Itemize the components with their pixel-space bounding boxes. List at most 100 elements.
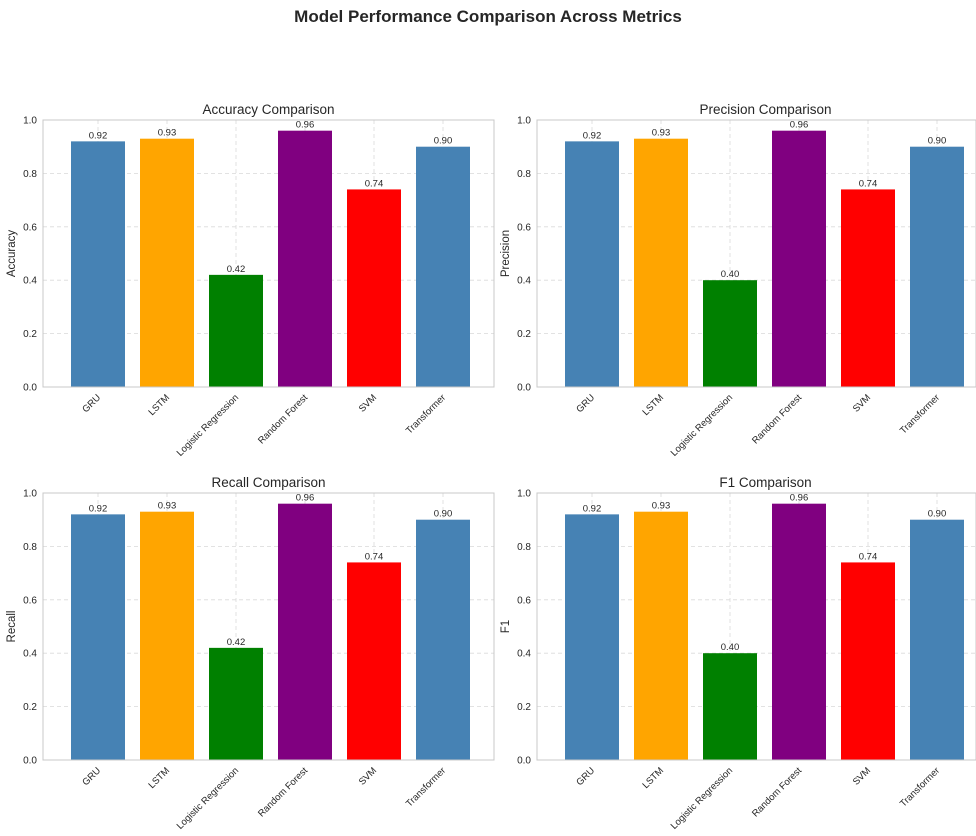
x-tick-label: Random Forest [750, 765, 804, 819]
x-tick-label: LSTM [146, 392, 172, 418]
bar [209, 647, 263, 760]
data-label: 0.92 [583, 130, 602, 141]
subplot-title: Recall Comparison [211, 475, 325, 490]
x-tick-label: GRU [80, 765, 103, 788]
x-tick-label: LSTM [146, 765, 172, 791]
bar [565, 514, 619, 760]
bar [416, 146, 470, 387]
y-tick-label: 0.0 [23, 756, 37, 767]
data-label: 0.74 [859, 178, 878, 189]
y-tick-label: 0.0 [517, 756, 531, 767]
x-tick-label: GRU [574, 392, 597, 415]
y-tick-label: 0.8 [23, 542, 37, 553]
x-tick-label: SVM [851, 392, 873, 414]
bar [703, 653, 757, 760]
subplot-title: Precision Comparison [699, 102, 831, 117]
bar [209, 274, 263, 387]
bar [841, 189, 895, 387]
subplot-4: 0.0 0.2 0.4 0.6 0.8 1.0 0.92 GRU 0.93 LSTM 0.40 Log… [500, 475, 976, 832]
bar [140, 511, 194, 760]
y-tick-label: 0.8 [517, 169, 531, 180]
data-label: 0.92 [583, 503, 602, 514]
x-tick-label: Logistic Regression [669, 765, 735, 831]
x-tick-label: Random Forest [256, 765, 310, 819]
bar [71, 141, 125, 387]
bar [416, 519, 470, 760]
data-label: 0.42 [227, 637, 246, 648]
y-tick-label: 0.2 [23, 702, 37, 713]
data-label: 0.90 [434, 136, 453, 147]
bar [140, 138, 194, 387]
y-tick-label: 0.8 [23, 169, 37, 180]
bar [565, 141, 619, 387]
data-label: 0.42 [227, 264, 246, 275]
y-tick-label: 0.2 [517, 702, 531, 713]
data-label: 0.74 [365, 178, 384, 189]
data-label: 0.92 [89, 130, 108, 141]
x-tick-label: SVM [357, 392, 379, 414]
x-tick-label: Logistic Regression [669, 392, 735, 458]
data-label: 0.74 [859, 551, 878, 562]
plot-border [536, 119, 976, 388]
x-tick-label: Random Forest [750, 392, 804, 446]
x-tick-label: GRU [574, 765, 597, 788]
plot-border [536, 492, 976, 761]
subplot-3: 0.0 0.2 0.4 0.6 0.8 1.0 0.92 GRU 0.93 LSTM 0.42 Log… [6, 475, 495, 832]
subplot-title: F1 Comparison [719, 475, 811, 490]
x-tick-label: Logistic Regression [175, 765, 241, 831]
bar [910, 146, 964, 387]
data-label: 0.93 [652, 501, 671, 512]
y-tick-label: 0.6 [23, 222, 37, 233]
bar [703, 280, 757, 387]
figure-title: Model Performance Comparison Across Metr… [294, 7, 682, 26]
x-tick-label: Transformer [898, 392, 942, 436]
y-tick-label: 0.6 [517, 222, 531, 233]
data-label: 0.93 [652, 128, 671, 139]
x-tick-label: SVM [851, 765, 873, 787]
y-tick-label: 0.6 [23, 595, 37, 606]
x-tick-label: Transformer [404, 392, 448, 436]
y-axis-label: Recall [6, 611, 18, 643]
x-tick-label: Transformer [898, 765, 942, 809]
y-tick-label: 0.4 [517, 649, 531, 660]
data-label: 0.96 [296, 493, 315, 504]
subplot-title: Accuracy Comparison [202, 102, 334, 117]
data-label: 0.96 [296, 120, 315, 131]
bar [278, 503, 332, 760]
x-tick-label: LSTM [640, 392, 666, 418]
bar [634, 511, 688, 760]
data-label: 0.96 [790, 493, 809, 504]
y-axis-label: Accuracy [6, 230, 18, 278]
data-label: 0.40 [721, 269, 740, 280]
y-tick-label: 0.4 [23, 276, 37, 287]
y-tick-label: 0.2 [517, 329, 531, 340]
bar [71, 514, 125, 760]
y-tick-label: 0.6 [517, 595, 531, 606]
y-axis-label: Precision [500, 230, 512, 277]
subplot-2: 0.0 0.2 0.4 0.6 0.8 1.0 0.92 GRU 0.93 LSTM 0.40 Log… [500, 102, 976, 459]
plot-border [42, 492, 495, 761]
data-label: 0.90 [928, 136, 947, 147]
y-tick-label: 0.8 [517, 542, 531, 553]
x-tick-label: Logistic Regression [175, 392, 241, 458]
plot-border [42, 119, 495, 388]
bar [772, 503, 826, 760]
y-tick-label: 0.2 [23, 329, 37, 340]
subplot-1: 0.0 0.2 0.4 0.6 0.8 1.0 0.92 GRU 0.93 LSTM 0.42 Log… [6, 102, 495, 459]
data-label: 0.90 [928, 509, 947, 520]
y-tick-label: 0.4 [23, 649, 37, 660]
data-label: 0.96 [790, 120, 809, 131]
bar [910, 519, 964, 760]
bar [634, 138, 688, 387]
data-label: 0.93 [158, 128, 177, 139]
data-label: 0.92 [89, 503, 108, 514]
y-tick-label: 0.0 [517, 383, 531, 394]
x-tick-label: LSTM [640, 765, 666, 791]
bar [841, 562, 895, 760]
data-label: 0.40 [721, 642, 740, 653]
data-label: 0.93 [158, 501, 177, 512]
x-tick-label: GRU [80, 392, 103, 415]
y-tick-label: 0.0 [23, 383, 37, 394]
y-tick-label: 0.4 [517, 276, 531, 287]
